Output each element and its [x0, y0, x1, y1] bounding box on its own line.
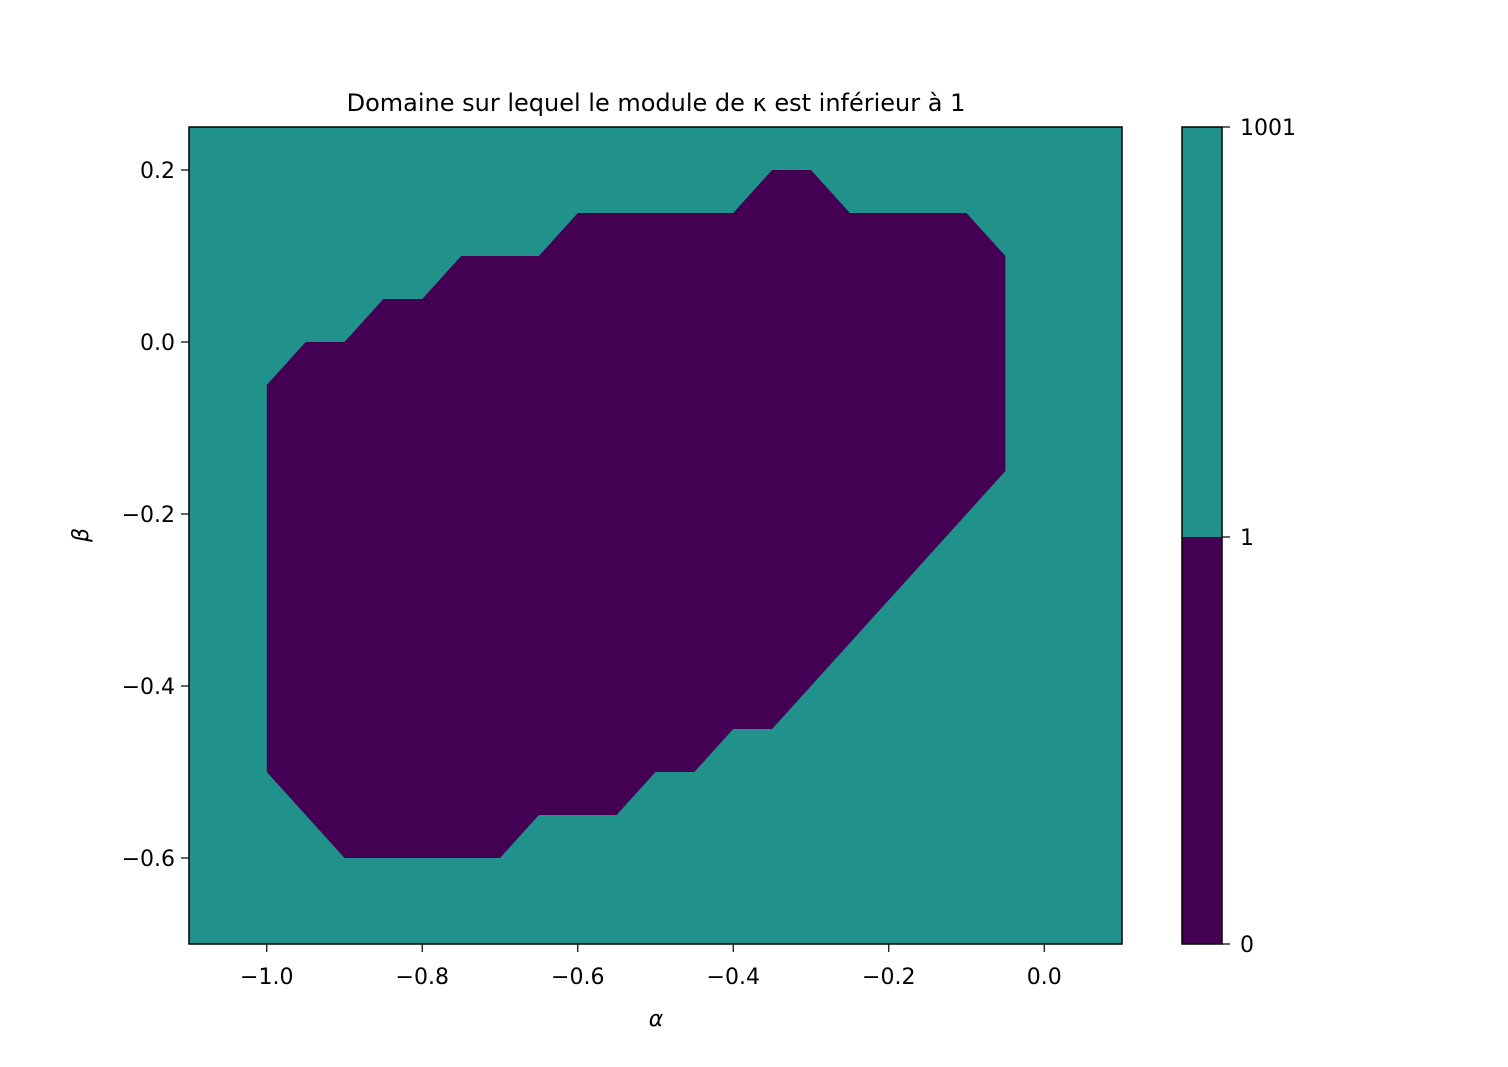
x-tick-label: −0.2: [862, 965, 915, 990]
x-tick-label: −0.8: [396, 965, 449, 990]
colorbar: 0 1 1001: [1181, 116, 1296, 958]
plot-frame: [188, 126, 1123, 945]
plot-area: [188, 126, 1123, 945]
x-axis: −1.0 −0.8 −0.6 −0.4 −0.2 0.0: [240, 944, 1062, 990]
y-tick-label: −0.4: [122, 675, 175, 700]
colorbar-segment-below-one: [1182, 537, 1222, 944]
y-axis-label: β: [69, 528, 94, 543]
y-tick-label: 0.2: [140, 159, 175, 184]
y-tick-label: −0.6: [122, 847, 175, 872]
y-axis: 0.2 0.0 −0.2 −0.4 −0.6: [122, 159, 189, 872]
x-tick-label: −1.0: [240, 965, 293, 990]
colorbar-tick-label: 1001: [1240, 116, 1296, 141]
y-tick-label: 0.0: [140, 331, 175, 356]
colorbar-tick-label: 1: [1240, 526, 1254, 551]
x-axis-label: α: [649, 1007, 664, 1032]
y-tick-label: −0.2: [122, 503, 175, 528]
x-tick-label: −0.4: [707, 965, 760, 990]
colorbar-frame: [1181, 126, 1223, 945]
x-tick-label: 0.0: [1027, 965, 1062, 990]
colorbar-segment-above-one: [1182, 127, 1222, 537]
colorbar-tick-label: 0: [1240, 933, 1254, 958]
x-tick-label: −0.6: [551, 965, 604, 990]
below-one-region: [266, 170, 1006, 858]
chart-title: Domaine sur lequel le module de κ est in…: [347, 89, 966, 117]
